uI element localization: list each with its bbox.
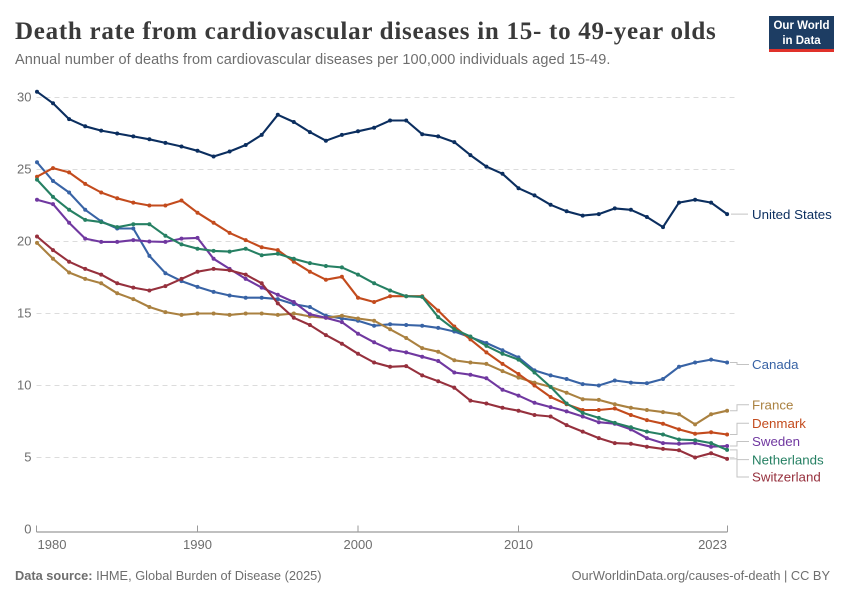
svg-text:France: France (752, 398, 793, 413)
svg-text:15: 15 (17, 306, 31, 321)
svg-text:2010: 2010 (504, 537, 533, 552)
svg-text:0: 0 (24, 522, 31, 537)
svg-text:Canada: Canada (752, 357, 799, 372)
svg-text:20: 20 (17, 234, 31, 249)
svg-text:2023: 2023 (698, 537, 727, 552)
svg-text:10: 10 (17, 378, 31, 393)
svg-text:United States: United States (752, 207, 832, 222)
svg-text:1990: 1990 (183, 537, 212, 552)
svg-text:1980: 1980 (38, 537, 67, 552)
svg-text:Netherlands: Netherlands (752, 452, 824, 467)
svg-text:Sweden: Sweden (752, 434, 800, 449)
svg-text:2000: 2000 (344, 537, 373, 552)
svg-text:30: 30 (17, 90, 31, 105)
svg-text:25: 25 (17, 162, 31, 177)
svg-text:5: 5 (24, 450, 31, 465)
svg-text:Switzerland: Switzerland (752, 470, 821, 485)
svg-text:Denmark: Denmark (752, 416, 806, 431)
